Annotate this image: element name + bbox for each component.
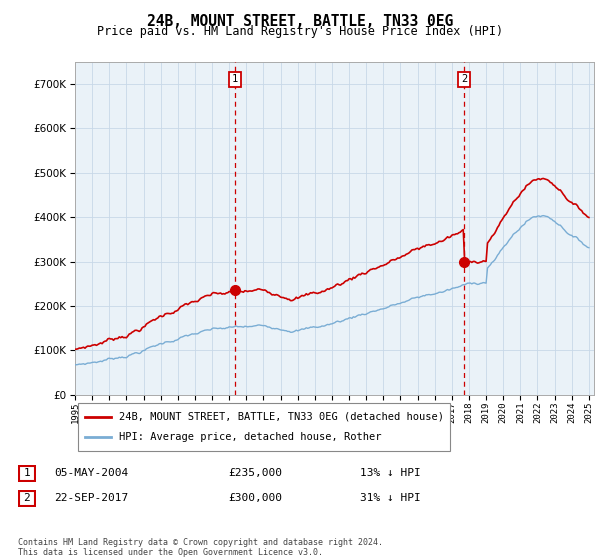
Text: 1: 1 [23,468,31,478]
Text: Price paid vs. HM Land Registry's House Price Index (HPI): Price paid vs. HM Land Registry's House … [97,25,503,38]
Text: £235,000: £235,000 [228,468,282,478]
Text: 13% ↓ HPI: 13% ↓ HPI [360,468,421,478]
Text: £300,000: £300,000 [228,493,282,503]
Text: 24B, MOUNT STREET, BATTLE, TN33 0EG (detached house): 24B, MOUNT STREET, BATTLE, TN33 0EG (det… [119,412,444,422]
FancyBboxPatch shape [78,403,450,451]
Text: 31% ↓ HPI: 31% ↓ HPI [360,493,421,503]
Text: 2: 2 [23,493,31,503]
Text: 2: 2 [461,74,467,85]
Text: Contains HM Land Registry data © Crown copyright and database right 2024.
This d: Contains HM Land Registry data © Crown c… [18,538,383,557]
FancyBboxPatch shape [19,491,35,506]
FancyBboxPatch shape [19,466,35,480]
Text: 24B, MOUNT STREET, BATTLE, TN33 0EG: 24B, MOUNT STREET, BATTLE, TN33 0EG [147,14,453,29]
Text: 05-MAY-2004: 05-MAY-2004 [54,468,128,478]
Text: 22-SEP-2017: 22-SEP-2017 [54,493,128,503]
Text: HPI: Average price, detached house, Rother: HPI: Average price, detached house, Roth… [119,432,382,442]
Text: 1: 1 [232,74,238,85]
